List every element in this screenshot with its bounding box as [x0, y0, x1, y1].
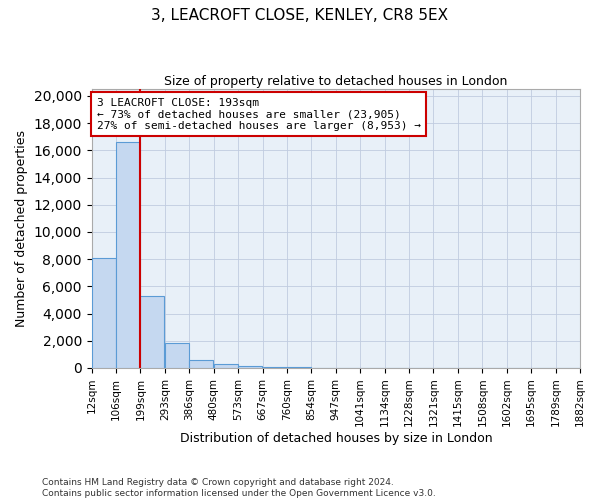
Bar — [263, 367, 287, 368]
Bar — [116, 142, 140, 368]
Bar — [238, 366, 262, 368]
Text: Contains HM Land Registry data © Crown copyright and database right 2024.
Contai: Contains HM Land Registry data © Crown c… — [42, 478, 436, 498]
Bar — [214, 364, 238, 368]
Bar — [92, 258, 116, 368]
X-axis label: Distribution of detached houses by size in London: Distribution of detached houses by size … — [179, 432, 492, 445]
Bar — [140, 296, 164, 368]
Title: Size of property relative to detached houses in London: Size of property relative to detached ho… — [164, 75, 508, 88]
Bar — [190, 360, 213, 368]
Y-axis label: Number of detached properties: Number of detached properties — [15, 130, 28, 327]
Bar — [165, 344, 189, 368]
Text: 3, LEACROFT CLOSE, KENLEY, CR8 5EX: 3, LEACROFT CLOSE, KENLEY, CR8 5EX — [151, 8, 449, 22]
Text: 3 LEACROFT CLOSE: 193sqm
← 73% of detached houses are smaller (23,905)
27% of se: 3 LEACROFT CLOSE: 193sqm ← 73% of detach… — [97, 98, 421, 130]
